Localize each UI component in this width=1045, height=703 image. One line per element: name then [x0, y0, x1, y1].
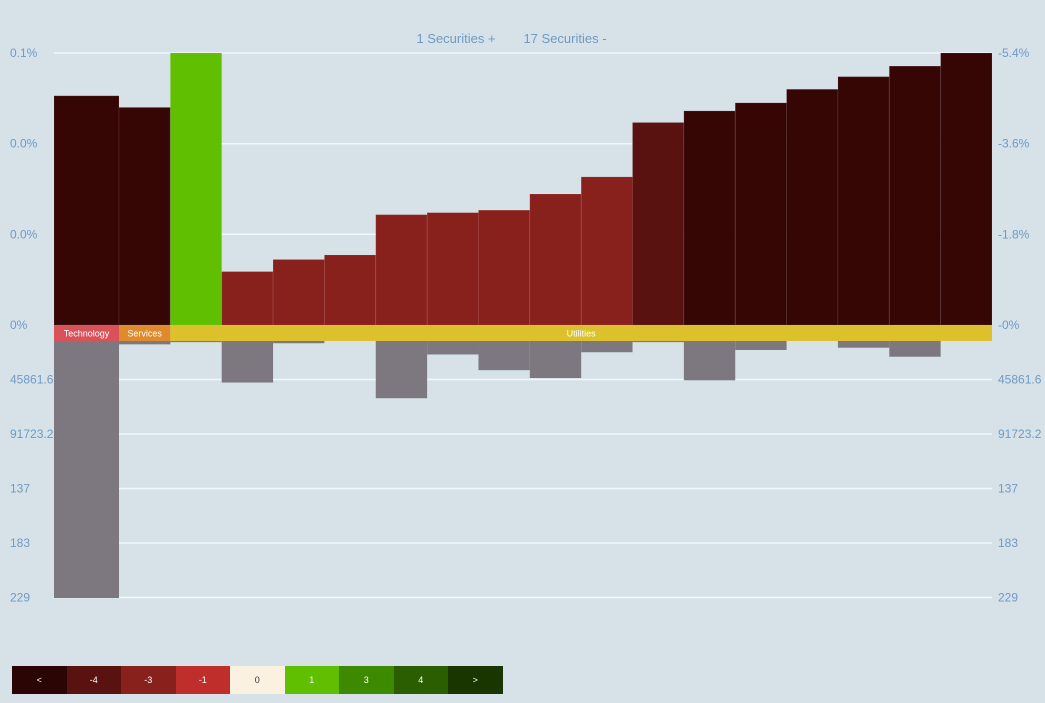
volume-bar[interactable]: [119, 341, 171, 345]
volume-bar[interactable]: [273, 341, 325, 344]
left-volume-tick-label: 137: [10, 482, 30, 496]
volume-bars: [54, 341, 941, 598]
volume-bar[interactable]: [889, 341, 941, 357]
advancers-count: 1 Securities +: [416, 31, 495, 46]
sector-segment[interactable]: [170, 325, 993, 341]
change-bar[interactable]: [580, 176, 634, 326]
left-tick-label: 0.0%: [10, 227, 38, 241]
legend-item[interactable]: 4: [393, 666, 448, 694]
axis-labels: 0.1% 0.0% 0.0% 0% -5.4% -3.6% -1.8% -0% 45861.6 4…: [10, 46, 1042, 605]
change-bar[interactable]: [786, 88, 839, 326]
change-bar[interactable]: [426, 212, 479, 326]
volume-bar[interactable]: [837, 341, 890, 348]
right-tick-label: -1.8%: [998, 227, 1030, 241]
legend-item[interactable]: -1: [175, 666, 230, 694]
left-volume-tick-label: 183: [10, 536, 30, 550]
sector-label: Services: [127, 329, 162, 339]
change-bar[interactable]: [734, 102, 788, 326]
change-bar[interactable]: [529, 193, 582, 326]
volume-bar[interactable]: [632, 341, 684, 343]
volume-bar[interactable]: [735, 341, 787, 350]
sector-band: Technology Services Utilities: [54, 325, 993, 341]
change-bars: [53, 52, 993, 326]
volume-bar[interactable]: [478, 341, 530, 371]
right-tick-label: -0%: [998, 318, 1020, 332]
change-bar[interactable]: [375, 214, 428, 326]
sector-segment[interactable]: [119, 325, 171, 341]
right-volume-tick-label: 91723.2: [998, 427, 1042, 441]
volume-bar[interactable]: [170, 341, 222, 343]
legend-item[interactable]: <: [12, 666, 67, 694]
change-bar[interactable]: [683, 110, 736, 326]
change-bar[interactable]: [221, 271, 274, 326]
left-tick-label: 0.0%: [10, 137, 38, 151]
change-bar[interactable]: [323, 254, 377, 326]
volume-bar[interactable]: [529, 341, 582, 379]
legend-item[interactable]: -3: [121, 666, 176, 694]
sector-segment[interactable]: [54, 325, 119, 341]
change-bar[interactable]: [272, 259, 325, 326]
decliners-count: 17 Securities -: [523, 31, 606, 46]
left-volume-tick-label: 229: [10, 591, 30, 605]
change-bar[interactable]: [940, 52, 993, 326]
legend-item[interactable]: 1: [284, 666, 339, 694]
left-tick-label: 0%: [10, 318, 28, 332]
legend-item[interactable]: 0: [230, 666, 285, 694]
change-bar[interactable]: [53, 95, 120, 326]
right-tick-label: -5.4%: [998, 46, 1030, 60]
right-volume-tick-label: 45861.6: [998, 373, 1042, 387]
left-volume-tick-label: 45861.6: [10, 373, 54, 387]
change-bar[interactable]: [169, 52, 223, 326]
sector-label: Utilities: [567, 329, 597, 339]
left-tick-label: 0.1%: [10, 46, 38, 60]
color-legend: < -4 -3 -1 0 1 3 4 >: [12, 666, 503, 694]
volume-bar[interactable]: [375, 341, 428, 399]
change-bar[interactable]: [118, 106, 171, 326]
right-volume-tick-label: 183: [998, 536, 1018, 550]
sector-label: Technology: [64, 329, 110, 339]
volume-bar[interactable]: [54, 341, 119, 598]
change-bar[interactable]: [632, 122, 685, 326]
right-tick-label: -3.6%: [998, 137, 1030, 151]
change-bar[interactable]: [477, 209, 531, 326]
volume-bar[interactable]: [427, 341, 479, 355]
volume-bar[interactable]: [221, 341, 274, 383]
change-bar[interactable]: [837, 76, 890, 326]
legend-item[interactable]: >: [448, 666, 503, 694]
volume-bar[interactable]: [581, 341, 633, 353]
legend-item[interactable]: -4: [66, 666, 121, 694]
right-volume-tick-label: 137: [998, 482, 1018, 496]
right-volume-tick-label: 229: [998, 591, 1018, 605]
legend-item[interactable]: 3: [339, 666, 394, 694]
volume-bar[interactable]: [683, 341, 736, 381]
left-volume-tick-label: 91723.2: [10, 427, 54, 441]
change-bar[interactable]: [888, 65, 942, 326]
